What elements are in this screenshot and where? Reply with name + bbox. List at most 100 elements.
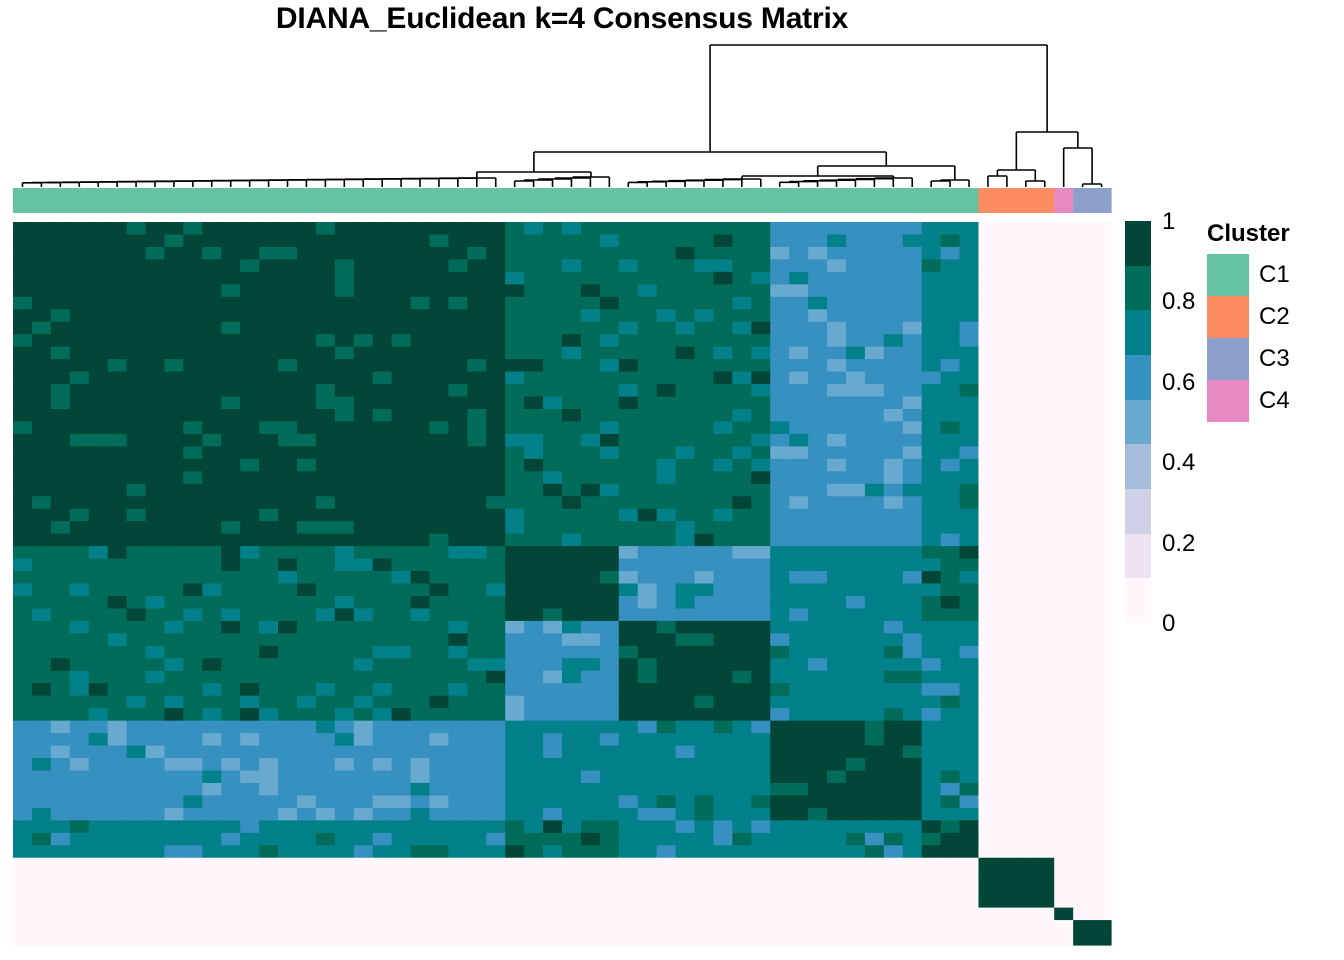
heatmap-cell — [789, 870, 809, 884]
cluster-annotation-cell — [202, 188, 222, 213]
heatmap-cell — [88, 932, 109, 946]
cluster-annotation-cell — [107, 188, 128, 213]
heatmap-cell — [1035, 259, 1055, 273]
heatmap-cell — [656, 845, 677, 859]
heatmap-cell — [1073, 334, 1093, 348]
cluster-annotation-cell — [864, 188, 885, 213]
heatmap-cell — [126, 907, 147, 921]
heatmap-cell — [31, 645, 52, 659]
heatmap-cell — [221, 408, 241, 423]
heatmap-cell — [467, 807, 487, 821]
heatmap-cell — [864, 296, 885, 310]
heatmap-cell — [88, 222, 109, 236]
heatmap-cell — [921, 458, 942, 472]
heatmap-cell — [505, 745, 525, 759]
heatmap-cell — [221, 920, 241, 934]
heatmap-cell — [334, 795, 355, 809]
heatmap-cell — [353, 384, 374, 398]
heatmap-cell — [751, 346, 771, 360]
heatmap-cell — [599, 595, 620, 610]
heatmap-cell — [808, 421, 828, 435]
heatmap-cell — [126, 558, 147, 572]
heatmap-cell — [334, 608, 355, 622]
heatmap-cell — [1092, 271, 1112, 285]
heatmap-cell — [1092, 408, 1112, 423]
heatmap-cell — [334, 733, 355, 747]
heatmap-cell — [883, 521, 904, 535]
heatmap-cell — [353, 521, 374, 535]
heatmap-cell — [164, 695, 184, 709]
heatmap-cell — [883, 832, 904, 846]
heatmap-cell — [315, 857, 336, 871]
heatmap-cell — [126, 234, 147, 248]
heatmap-cell — [883, 807, 904, 821]
heatmap-cell — [997, 458, 1017, 472]
heatmap-cell — [486, 296, 506, 310]
heatmap-cell — [145, 882, 166, 896]
heatmap-cell — [883, 745, 904, 759]
heatmap-cell — [505, 845, 525, 859]
heatmap-cell — [978, 658, 999, 672]
heatmap-cell — [505, 471, 525, 485]
heatmap-cell — [145, 533, 166, 547]
heatmap-cell — [164, 384, 184, 398]
heatmap-cell — [1092, 371, 1112, 385]
heatmap-cell — [429, 770, 450, 784]
heatmap-cell — [391, 870, 412, 884]
cluster-annotation-cell — [240, 188, 260, 213]
heatmap-cell — [637, 271, 658, 285]
heatmap-cell — [883, 396, 904, 410]
legend-swatch — [1207, 338, 1249, 380]
heatmap-cell — [789, 246, 809, 260]
heatmap-cell — [259, 284, 279, 298]
heatmap-cell — [770, 633, 790, 647]
heatmap-cell — [883, 708, 904, 722]
heatmap-cell — [88, 259, 109, 273]
heatmap-cell — [940, 920, 961, 934]
heatmap-cell — [845, 720, 866, 734]
heatmap-cell — [391, 882, 412, 896]
heatmap-cell — [732, 583, 752, 597]
heatmap-cell — [902, 870, 923, 884]
heatmap-cell — [372, 246, 393, 260]
heatmap-cell — [808, 234, 828, 248]
heatmap-cell — [164, 807, 184, 821]
heatmap-cell — [240, 708, 260, 722]
heatmap-cell — [315, 882, 336, 896]
heatmap-cell — [864, 795, 885, 809]
heatmap-cell — [770, 246, 790, 260]
heatmap-cell — [429, 932, 450, 946]
heatmap-cell — [221, 458, 241, 472]
heatmap-cell — [997, 845, 1017, 859]
heatmap-cell — [107, 334, 128, 348]
colorbar-segment — [1125, 489, 1151, 535]
heatmap-cell — [353, 745, 374, 759]
heatmap-cell — [997, 433, 1017, 447]
heatmap-cell — [1016, 408, 1036, 423]
heatmap-cell — [808, 583, 828, 597]
heatmap-cell — [770, 770, 790, 784]
heatmap-cell — [1092, 496, 1112, 510]
heatmap-cell — [296, 458, 317, 472]
heatmap-cell — [296, 820, 317, 834]
heatmap-cell — [391, 259, 412, 273]
heatmap-cell — [13, 458, 33, 472]
heatmap-cell — [864, 683, 885, 697]
heatmap-cell — [902, 832, 923, 846]
heatmap-cell — [1035, 384, 1055, 398]
heatmap-cell — [315, 832, 336, 846]
heatmap-cell — [959, 758, 980, 772]
heatmap-cell — [562, 508, 582, 522]
heatmap-cell — [524, 857, 544, 871]
heatmap-cell — [940, 932, 961, 946]
heatmap-cell — [240, 309, 260, 323]
heatmap-cell — [429, 907, 450, 921]
heatmap-cell — [391, 758, 412, 772]
heatmap-cell — [713, 820, 733, 834]
heatmap-cell — [940, 421, 961, 435]
heatmap-cell — [372, 346, 393, 360]
heatmap-cell — [296, 720, 317, 734]
heatmap-cell — [1054, 384, 1074, 398]
heatmap-cell — [202, 246, 222, 260]
heatmap-cell — [391, 521, 412, 535]
